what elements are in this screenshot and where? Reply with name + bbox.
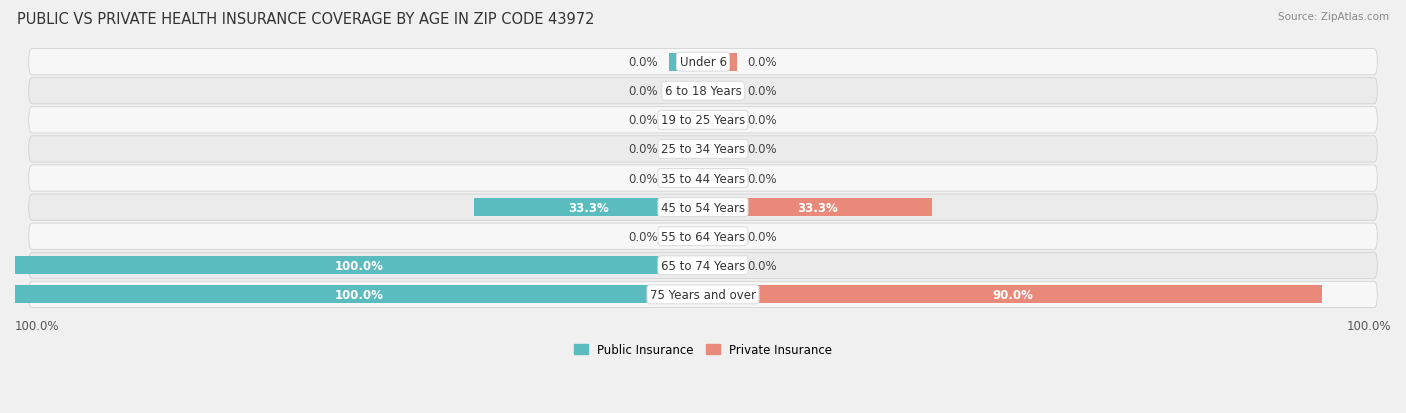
Text: 33.3%: 33.3% <box>568 201 609 214</box>
Text: 90.0%: 90.0% <box>993 288 1033 301</box>
Text: 0.0%: 0.0% <box>628 56 658 69</box>
Bar <box>669 228 703 246</box>
FancyBboxPatch shape <box>28 253 1378 279</box>
Text: Under 6: Under 6 <box>679 56 727 69</box>
Bar <box>669 83 703 100</box>
FancyBboxPatch shape <box>28 107 1378 134</box>
Text: 65 to 74 Years: 65 to 74 Years <box>661 259 745 272</box>
Text: 100.0%: 100.0% <box>15 319 59 332</box>
Text: 0.0%: 0.0% <box>748 114 778 127</box>
Text: 0.0%: 0.0% <box>628 114 658 127</box>
Text: 100.0%: 100.0% <box>335 288 384 301</box>
Bar <box>669 54 703 71</box>
Bar <box>703 83 737 100</box>
Bar <box>703 140 737 159</box>
Text: 0.0%: 0.0% <box>628 85 658 98</box>
Text: 0.0%: 0.0% <box>628 230 658 243</box>
Bar <box>703 199 932 216</box>
Bar <box>669 112 703 130</box>
Bar <box>15 286 703 304</box>
Text: 6 to 18 Years: 6 to 18 Years <box>665 85 741 98</box>
FancyBboxPatch shape <box>28 282 1378 308</box>
Text: 100.0%: 100.0% <box>335 259 384 272</box>
Text: 33.3%: 33.3% <box>797 201 838 214</box>
Text: 19 to 25 Years: 19 to 25 Years <box>661 114 745 127</box>
Bar <box>703 256 737 275</box>
FancyBboxPatch shape <box>28 195 1378 221</box>
Text: 0.0%: 0.0% <box>748 172 778 185</box>
Bar <box>703 112 737 130</box>
Text: 0.0%: 0.0% <box>748 259 778 272</box>
Text: 100.0%: 100.0% <box>1347 319 1391 332</box>
Text: 55 to 64 Years: 55 to 64 Years <box>661 230 745 243</box>
FancyBboxPatch shape <box>28 50 1378 76</box>
Text: 0.0%: 0.0% <box>748 85 778 98</box>
Bar <box>703 54 737 71</box>
Bar <box>703 228 737 246</box>
Bar <box>474 199 703 216</box>
Bar <box>703 170 737 188</box>
Bar <box>703 286 1322 304</box>
Bar <box>15 256 703 275</box>
Text: Source: ZipAtlas.com: Source: ZipAtlas.com <box>1278 12 1389 22</box>
FancyBboxPatch shape <box>28 166 1378 192</box>
Text: PUBLIC VS PRIVATE HEALTH INSURANCE COVERAGE BY AGE IN ZIP CODE 43972: PUBLIC VS PRIVATE HEALTH INSURANCE COVER… <box>17 12 595 27</box>
Text: 25 to 34 Years: 25 to 34 Years <box>661 143 745 156</box>
Bar <box>669 170 703 188</box>
Text: 75 Years and over: 75 Years and over <box>650 288 756 301</box>
Text: 0.0%: 0.0% <box>628 172 658 185</box>
Bar <box>669 140 703 159</box>
Text: 45 to 54 Years: 45 to 54 Years <box>661 201 745 214</box>
Text: 0.0%: 0.0% <box>748 143 778 156</box>
Text: 0.0%: 0.0% <box>748 230 778 243</box>
Text: 0.0%: 0.0% <box>748 56 778 69</box>
FancyBboxPatch shape <box>28 223 1378 250</box>
FancyBboxPatch shape <box>28 137 1378 163</box>
FancyBboxPatch shape <box>28 78 1378 104</box>
Text: 35 to 44 Years: 35 to 44 Years <box>661 172 745 185</box>
Text: 0.0%: 0.0% <box>628 143 658 156</box>
Legend: Public Insurance, Private Insurance: Public Insurance, Private Insurance <box>569 338 837 361</box>
